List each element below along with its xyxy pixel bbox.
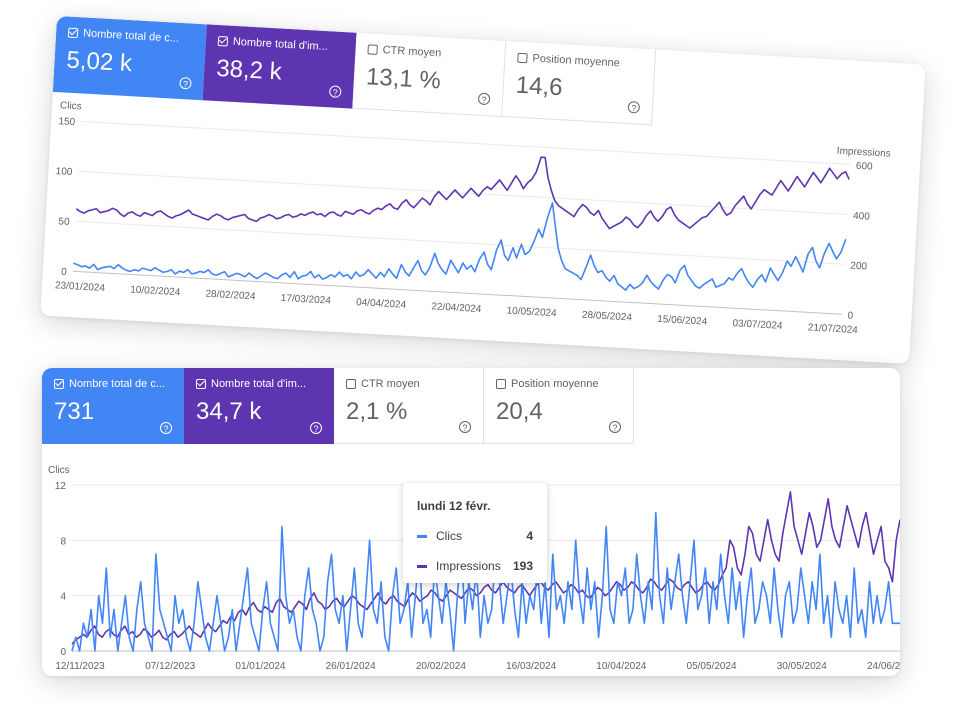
y-right-tick-label: 600	[856, 161, 874, 173]
y-left-tick-label: 4	[60, 592, 66, 603]
series-line-impressions	[71, 491, 900, 645]
help-icon[interactable]: ?	[310, 422, 322, 434]
tile-total-impressions[interactable]: Nombre total d'im... 34,7 k ?	[184, 368, 334, 444]
x-tick-label: 16/03/2024	[506, 661, 556, 672]
y-left-tick-label: 100	[55, 166, 73, 178]
checkbox-icon[interactable]	[496, 379, 506, 389]
tooltip-row-clicks: Clics 4	[417, 529, 533, 543]
y-right-tick-label: 0	[847, 311, 854, 322]
x-tick-label: 22/04/2024	[431, 301, 482, 315]
tooltip-value: 193	[512, 559, 533, 573]
x-tick-label: 21/07/2024	[807, 322, 858, 336]
x-tick-label: 23/01/2024	[55, 280, 106, 294]
tile-value: 34,7 k	[196, 398, 262, 425]
tooltip-value: 4	[526, 529, 533, 543]
tile-label: Nombre total d'im...	[211, 378, 307, 390]
x-tick-label: 20/02/2024	[416, 661, 466, 672]
series-line-clicks	[73, 202, 847, 291]
x-tick-label: 10/02/2024	[130, 284, 181, 298]
x-tick-label: 10/05/2024	[506, 306, 557, 320]
gridline	[75, 220, 845, 265]
x-tick-label: 07/12/2023	[145, 661, 195, 672]
tile-label: Nombre total de c...	[69, 378, 165, 390]
tile-value: 731	[54, 398, 95, 425]
tile-average-ctr[interactable]: CTR moyen 2,1 % ?	[334, 368, 484, 444]
x-tick-label: 24/06/2024	[867, 661, 900, 672]
help-icon[interactable]: ?	[459, 421, 471, 433]
y-right-tick-label: 400	[853, 211, 871, 223]
series-line-clicks	[71, 511, 900, 652]
x-tick-label: 28/02/2024	[205, 289, 256, 303]
y-left-axis-label: Clics	[48, 465, 70, 476]
performance-chart-bottom[interactable]: 0 4 8 12 Clics 12/11/2023 07/12/2023 01/01/2024…	[42, 368, 900, 676]
tile-value: 20,4	[496, 398, 543, 425]
y-right-axis-label: Impressions	[837, 146, 891, 160]
x-tick-label: 26/01/2024	[326, 661, 376, 672]
y-left-tick-label: 50	[58, 216, 70, 228]
tile-total-clicks[interactable]: Nombre total de c... 731 ?	[42, 368, 184, 444]
x-tick-label: 12/11/2023	[55, 661, 105, 672]
tile-value: 2,1 %	[346, 398, 408, 425]
checkbox-icon[interactable]	[54, 379, 64, 389]
x-tick-label: 05/05/2024	[687, 661, 737, 672]
tooltip-label: Clics	[436, 529, 462, 543]
gridline	[72, 270, 842, 315]
tile-label: CTR moyen	[361, 378, 420, 390]
tooltip-label: Impressions	[436, 559, 501, 573]
checkbox-icon[interactable]	[346, 379, 356, 389]
performance-panel-top: Nombre total de c... 5,02 k ? Nombre tot…	[40, 15, 926, 365]
performance-chart-top[interactable]: 0 50 100 150 0 200 400 600 Clics Impressions 23/01…	[40, 16, 925, 364]
legend-swatch-clicks	[417, 534, 427, 538]
checkbox-icon[interactable]	[196, 379, 206, 389]
series-line-impressions	[75, 156, 850, 230]
y-right-tick-label: 200	[850, 261, 868, 273]
chart-tooltip: lundi 12 févr. Clics 4 Impressions 193	[403, 483, 547, 583]
tooltip-row-impressions: Impressions 193	[417, 559, 533, 573]
y-left-tick-label: 150	[58, 116, 76, 128]
x-tick-label: 17/03/2024	[280, 293, 331, 307]
x-tick-label: 15/06/2024	[657, 314, 708, 328]
metric-tiles: Nombre total de c... 731 ? Nombre total …	[42, 368, 634, 444]
x-tick-label: 28/05/2024	[582, 310, 633, 324]
tile-average-position[interactable]: Position moyenne 20,4 ?	[484, 368, 634, 444]
y-left-tick-label: 8	[60, 536, 66, 547]
x-tick-label: 30/05/2024	[777, 661, 827, 672]
x-tick-label: 03/07/2024	[732, 318, 783, 332]
x-tick-label: 04/04/2024	[356, 297, 407, 311]
help-icon[interactable]: ?	[609, 421, 621, 433]
gridline	[81, 120, 851, 165]
legend-swatch-impressions	[417, 564, 427, 568]
tile-label: Position moyenne	[511, 378, 599, 390]
y-left-tick-label: 0	[60, 647, 66, 658]
y-left-axis-label: Clics	[60, 100, 82, 112]
y-left-tick-label: 0	[61, 267, 68, 278]
x-tick-label: 10/04/2024	[596, 661, 646, 672]
tooltip-date: lundi 12 févr.	[417, 499, 491, 513]
gridline	[78, 170, 848, 215]
y-left-tick-label: 12	[55, 481, 67, 492]
x-tick-label: 01/01/2024	[235, 661, 285, 672]
help-icon[interactable]: ?	[160, 422, 172, 434]
